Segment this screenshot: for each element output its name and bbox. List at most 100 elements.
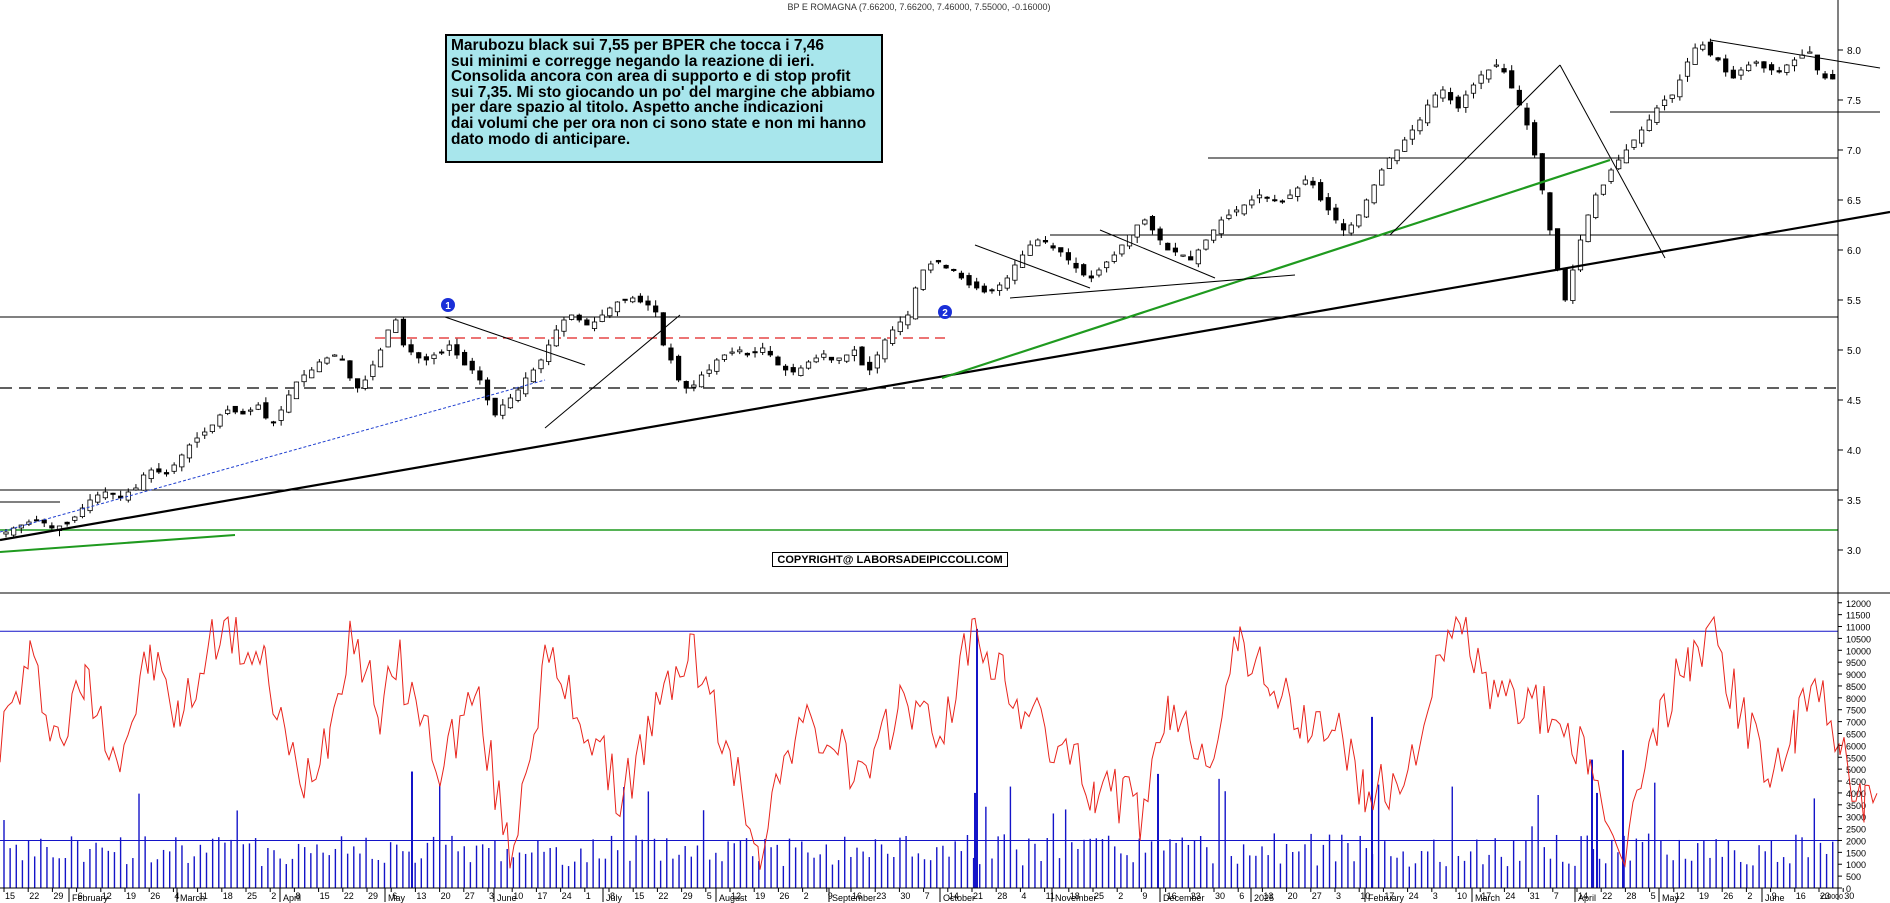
candle-body <box>140 474 147 491</box>
candle-body <box>1402 139 1408 152</box>
candle-body <box>1669 94 1675 99</box>
candle-body <box>653 305 659 313</box>
candle-body <box>202 431 208 436</box>
trend-line <box>444 316 586 366</box>
candle-body <box>1356 214 1362 227</box>
candle-body <box>1264 196 1270 199</box>
copyright-label: COPYRIGHT@ LABORSADEIPICCOLI.COM <box>772 552 1008 567</box>
y-tick-label: 10500 <box>1846 634 1871 644</box>
scale-tag: x10000 <box>1820 894 1843 901</box>
candle-body <box>41 519 47 524</box>
candle-body <box>33 519 40 522</box>
candle-body <box>1807 51 1813 54</box>
candle-body <box>775 356 781 366</box>
x-tick-label: 9 <box>1142 891 1147 901</box>
candle-body <box>1065 252 1071 261</box>
candle-body <box>1646 119 1652 131</box>
candle-body <box>1104 261 1110 269</box>
candle-body <box>1425 104 1431 124</box>
candle-body <box>836 357 842 361</box>
candle-body <box>72 516 78 521</box>
candle-body <box>943 264 949 269</box>
candle-body <box>675 355 682 381</box>
candle-body <box>1157 228 1163 241</box>
x-tick-label: 24 <box>1409 891 1419 901</box>
candle-body <box>1272 199 1278 202</box>
candle-body <box>423 356 429 361</box>
x-tick-label: 13 <box>416 891 426 901</box>
candle-body <box>1692 47 1698 65</box>
candle-body <box>1203 239 1209 250</box>
candle-body <box>1509 70 1515 89</box>
x-tick-label: 26 <box>779 891 789 901</box>
x-tick-label: 2 <box>804 891 809 901</box>
note-line: dato modo di anticipare. <box>451 130 631 148</box>
candle-body <box>729 351 735 354</box>
candle-body <box>737 349 743 353</box>
candle-body <box>1715 57 1721 61</box>
x-tick-label: 12 <box>102 891 112 901</box>
candle-body <box>232 405 238 413</box>
y-tick-label: 8000 <box>1846 694 1866 704</box>
y-tick-label: 9500 <box>1846 658 1866 668</box>
candle-body <box>270 421 277 424</box>
candle-body <box>385 329 391 348</box>
candle-body <box>1119 244 1125 255</box>
month-label: September <box>832 893 876 903</box>
candle-body <box>790 367 796 373</box>
x-tick-label: 26 <box>1723 891 1733 901</box>
candle-body <box>1310 180 1316 186</box>
candle-body <box>821 353 827 358</box>
candle-body <box>1554 228 1561 271</box>
candle-body <box>591 321 598 329</box>
x-tick-label: 20 <box>441 891 451 901</box>
y-tick-label: 11500 <box>1846 611 1870 621</box>
x-tick-label: 10 <box>513 891 523 901</box>
wave-marker-label: 1 <box>445 301 451 312</box>
wave-marker <box>938 305 952 319</box>
candle-body <box>1318 182 1324 201</box>
candle-body <box>515 389 521 401</box>
candle-body <box>461 351 468 366</box>
candle-body <box>1463 94 1469 108</box>
candle-body <box>95 494 101 503</box>
candle-body <box>316 361 322 373</box>
candle-body <box>194 437 200 443</box>
note-line: per dare spazio al titolo. Aspetto anche… <box>451 99 824 117</box>
candle-body <box>1700 44 1706 50</box>
candle-body <box>1379 169 1385 186</box>
candle-body <box>1600 184 1607 195</box>
candle-body <box>1768 64 1775 71</box>
x-tick-label: 15 <box>320 891 330 901</box>
candle-body <box>1333 207 1339 221</box>
candle-body <box>1241 204 1247 215</box>
x-tick-label: 15 <box>5 891 15 901</box>
candle-body <box>1639 129 1645 144</box>
candle-body <box>882 339 888 360</box>
y-tick-label: 4000 <box>1846 789 1866 799</box>
candle-body <box>186 444 193 459</box>
candle-body <box>1738 69 1744 76</box>
x-tick-label: 23 <box>1820 891 1830 901</box>
x-tick-label: 22 <box>1602 891 1612 901</box>
candle-body <box>332 354 338 357</box>
candle-body <box>1371 184 1377 204</box>
candle-body <box>354 378 361 389</box>
candle-body <box>622 298 628 301</box>
candle-body <box>1440 89 1446 99</box>
y-tick-label: 10000 <box>1846 646 1871 656</box>
trend-line <box>1559 64 1666 259</box>
y-tick-label: 5.5 <box>1847 296 1861 307</box>
candle-body <box>798 367 804 376</box>
candle-body <box>1577 239 1584 271</box>
candle-body <box>416 352 422 359</box>
x-tick-label: 3 <box>489 891 494 901</box>
x-tick-label: 22 <box>29 891 39 901</box>
candle-body <box>1784 64 1790 73</box>
x-tick-label: 28 <box>997 891 1007 901</box>
candle-body <box>454 344 460 356</box>
x-tick-label: 26 <box>150 891 160 901</box>
candle-body <box>1661 99 1668 106</box>
candle-body <box>989 289 995 292</box>
